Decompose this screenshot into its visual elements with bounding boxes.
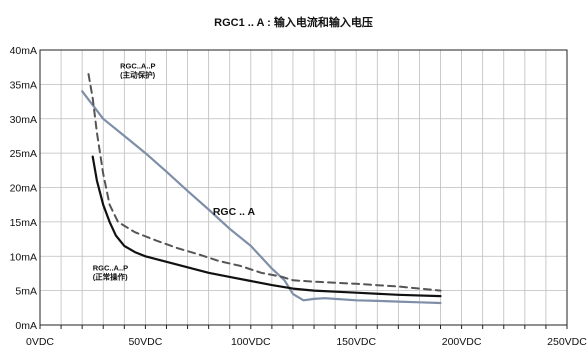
annotation-label: RGC .. A (213, 206, 256, 218)
y-tick-label: 25mA (10, 148, 37, 160)
y-tick-labels: 0mA 5mA 10mA 15mA 20mA 25mA 30mA 35mA 40mA (10, 45, 37, 332)
series-line-2 (87, 73, 442, 292)
x-tick-label: 50VDC (128, 336, 162, 348)
horizontal-gridlines (40, 83, 567, 292)
series-line-3 (91, 155, 442, 298)
x-tick-label: 0VDC (26, 336, 54, 348)
x-tick-label: 200VDC (442, 336, 482, 348)
chart-title: RGC1 .. A : 输入电流和输入电压 (214, 17, 373, 29)
annotation-label: RGC..A..P (120, 62, 155, 71)
y-tick-label: 15mA (10, 217, 37, 229)
annotation-label: RGC..A..P (93, 264, 128, 273)
y-tick-label: 5mA (15, 286, 37, 298)
annotation-label: (正常操作) (93, 272, 128, 282)
series-lines (81, 73, 442, 305)
y-tick-label: 0mA (15, 320, 37, 332)
x-tick-labels: 0VDC 50VDC 100VDC 150VDC 200VDC 250VDC (26, 336, 587, 348)
x-tick-label: 250VDC (547, 336, 587, 348)
y-tick-label: 20mA (10, 183, 37, 195)
plot-border (39, 49, 568, 326)
y-tick-label: 35mA (10, 79, 37, 91)
series-line-1 (81, 90, 442, 305)
axes (39, 49, 568, 329)
y-tick-label: 10mA (10, 251, 37, 263)
annotation-label: (主动保护) (120, 70, 155, 80)
y-tick-label: 40mA (10, 45, 37, 57)
y-tick-label: 30mA (10, 114, 37, 126)
x-tick-label: 150VDC (336, 336, 376, 348)
x-tick-label: 100VDC (231, 336, 271, 348)
